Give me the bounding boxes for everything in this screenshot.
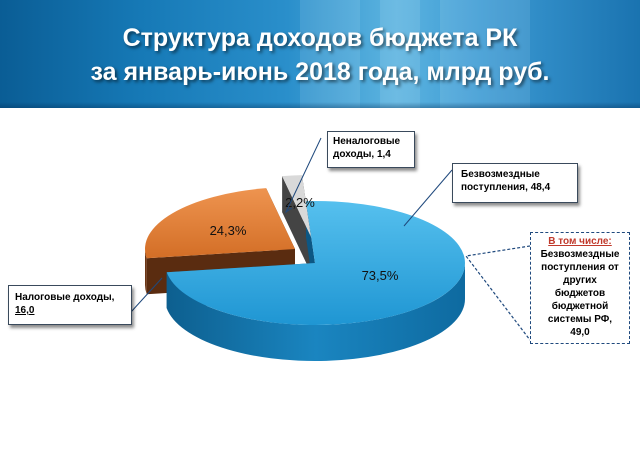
callout-incl: В том числе: Безвозмездные поступления о…: [530, 232, 630, 344]
callout-bezvozmezdnye: Безвозмездные поступления, 48,4: [452, 163, 578, 203]
page-subtitle: за январь-июнь 2018 года, млрд руб.: [90, 58, 550, 86]
leader-nenalogovye: [284, 137, 322, 214]
header-banner: Структура доходов бюджета РК за январь-и…: [0, 0, 640, 108]
callout-nalogovye-line1: Налоговые доходы,: [15, 292, 115, 303]
callout-bezvozmezdnye-line1: Безвозмездные: [461, 169, 540, 180]
pie-wall-nenalogovye-0: [282, 176, 311, 273]
pie-chart: 2,2% 24,3% 73,5%: [130, 137, 531, 362]
callout-incl-line7: 49,0: [570, 327, 590, 338]
pie-slice-nenalogovye: [282, 175, 311, 237]
leader-nalogovye: [130, 277, 163, 313]
callout-nenalogovye: Неналоговые доходы, 1,4: [327, 131, 415, 168]
callout-incl-line6: системы РФ,: [547, 314, 613, 325]
leader-lines: [130, 137, 531, 341]
callout-nenalogovye-line1: Неналоговые: [333, 136, 401, 147]
callout-bezvozmezdnye-line2: поступления, 48,4: [461, 182, 551, 193]
callout-nalogovye: Налоговые доходы, 16,0: [8, 285, 132, 325]
callout-incl-line3: других: [563, 275, 597, 286]
callout-nenalogovye-line2: доходы, 1,4: [333, 149, 391, 160]
pie-slice-bezvozmezdnye: [166, 201, 466, 325]
callout-incl-line5: бюджетной: [551, 301, 609, 312]
pie-side-bezvozmezdnye-0: [166, 263, 466, 362]
callout-nalogovye-line2: 16,0: [15, 305, 35, 316]
leader-bezvozmezdnye: [403, 169, 453, 227]
pie-percent-nenalogovye: 2,2%: [285, 195, 315, 210]
pie-slice-nalogovye: [145, 188, 295, 259]
pie-percent-bezvozmezdnye: 73,5%: [362, 268, 399, 283]
callout-incl-line4: бюджетов: [554, 288, 606, 299]
leader-incl: [464, 245, 531, 341]
callout-incl-line1: Безвозмездные: [540, 249, 620, 260]
callout-incl-line2: поступления от: [541, 262, 619, 273]
callout-incl-heading: В том числе:: [548, 236, 612, 247]
page-title: Структура доходов бюджета РК: [122, 24, 518, 52]
pie-percent-nalogovye: 24,3%: [210, 223, 247, 238]
pie-side-nalogovye-0: [145, 249, 147, 295]
